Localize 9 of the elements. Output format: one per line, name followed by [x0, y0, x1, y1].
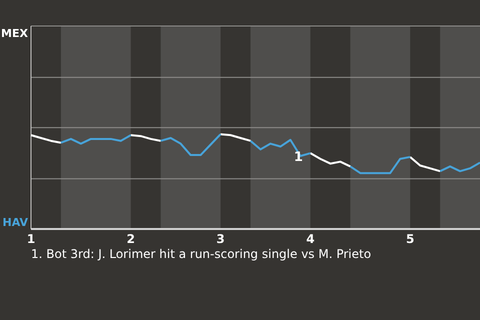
text: 1. Bot 3rd: J. Lorimer hit a run-scoring single vs M. Prieto — [31, 247, 372, 261]
x-tick-label: 4 — [306, 232, 315, 246]
x-tick-label: 3 — [216, 232, 225, 246]
x-tick-label: 1 — [26, 232, 36, 246]
x-tick-label: 5 — [406, 232, 414, 246]
annotation: 1 — [294, 150, 303, 166]
text: MEX — [1, 27, 29, 40]
x-tick-label: 2 — [126, 232, 135, 246]
text: HAV — [2, 216, 28, 229]
